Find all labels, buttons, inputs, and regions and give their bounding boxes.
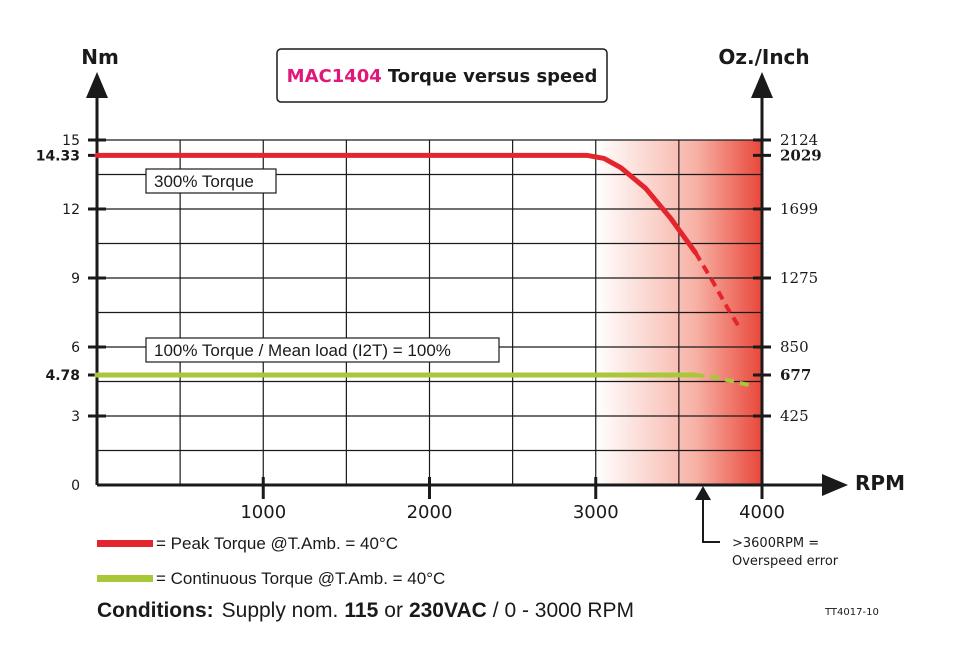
overspeed-note-line1: >3600RPM = — [732, 536, 819, 551]
overspeed-arrow-icon — [695, 486, 711, 500]
overspeed-marker: >3600RPM = Overspeed error — [695, 486, 839, 569]
series-1-dashed-line — [695, 373, 755, 389]
document-code: TT4017-10 — [824, 607, 879, 618]
y-tick-right-label: 425 — [780, 407, 809, 425]
title-text: Torque versus speed — [388, 66, 598, 87]
conditions-part3: / 0 - 3000 RPM — [493, 599, 634, 622]
conditions-voltage-1: 115 — [344, 599, 378, 622]
series-0-solid-line — [94, 152, 698, 256]
x-tick-label: 4000 — [739, 502, 785, 523]
continuous-annotation-text: 100% Torque / Mean load (I2T) = 100% — [154, 341, 451, 360]
series-0-dashed-line — [693, 251, 741, 328]
y-tick-right-label: 1275 — [780, 269, 818, 287]
y-tick-left-label: 6 — [71, 340, 80, 356]
conditions-part2: or — [384, 599, 403, 622]
x-tick-label: 2000 — [407, 502, 453, 523]
y-tick-left-label: 15 — [62, 133, 80, 149]
y-axis-left-arrow-icon — [86, 72, 108, 98]
peak-annotation: 300% Torque — [145, 168, 277, 194]
y-tick-left-label: 4.78 — [45, 368, 80, 384]
y-tick-left-label: 3 — [71, 409, 80, 425]
y-axis-right-title: Oz./Inch — [718, 45, 809, 69]
legend: = Peak Torque @T.Amb. = 40°C = Continuou… — [97, 534, 445, 588]
conditions-label: Conditions: — [97, 599, 214, 622]
y-tick-left-label: 14.33 — [36, 148, 80, 164]
title-model: MAC1404 — [287, 66, 382, 87]
chart-title: MAC1404 Torque versus speed — [287, 66, 598, 87]
y-tick-right-label: 2029 — [780, 146, 822, 164]
conditions-line: Conditions: Supply nom. 115 or 230VAC / 0 - 3… — [97, 599, 634, 622]
y-tick-left-label: 9 — [71, 271, 80, 287]
x-ticks: 1000 2000 3000 4000 — [240, 477, 785, 523]
y-tick-right-label: 677 — [780, 366, 811, 384]
conditions-voltage-2: 230VAC — [409, 599, 487, 622]
y-tick-right-label: 2124 — [780, 131, 818, 149]
x-axis-arrow-icon — [822, 474, 848, 496]
y-tick-left-label: 0 — [71, 478, 80, 494]
x-axis-title: RPM — [855, 471, 905, 495]
continuous-annotation: 100% Torque / Mean load (I2T) = 100% — [145, 337, 500, 363]
overspeed-note-line2: Overspeed error — [732, 554, 839, 569]
legend-continuous-label: = Continuous Torque @T.Amb. = 40°C — [156, 569, 445, 588]
series-group — [94, 152, 755, 389]
y-axis-left-title: Nm — [81, 45, 119, 69]
title-box — [276, 48, 608, 103]
conditions-part1: Supply nom. — [222, 599, 339, 622]
legend-peak-label: = Peak Torque @T.Amb. = 40°C — [156, 534, 398, 553]
y-tick-right-label: 850 — [780, 338, 809, 356]
peak-annotation-text: 300% Torque — [154, 172, 254, 191]
legend-continuous-swatch — [97, 575, 153, 582]
x-tick-label: 3000 — [573, 502, 619, 523]
overspeed-leader — [702, 497, 720, 543]
y-tick-right-label: 1699 — [780, 200, 818, 218]
y-axis-right-arrow-icon — [751, 72, 773, 98]
y-tick-left-label: 12 — [62, 202, 80, 218]
x-tick-label: 1000 — [240, 502, 286, 523]
legend-peak-swatch — [97, 540, 153, 547]
